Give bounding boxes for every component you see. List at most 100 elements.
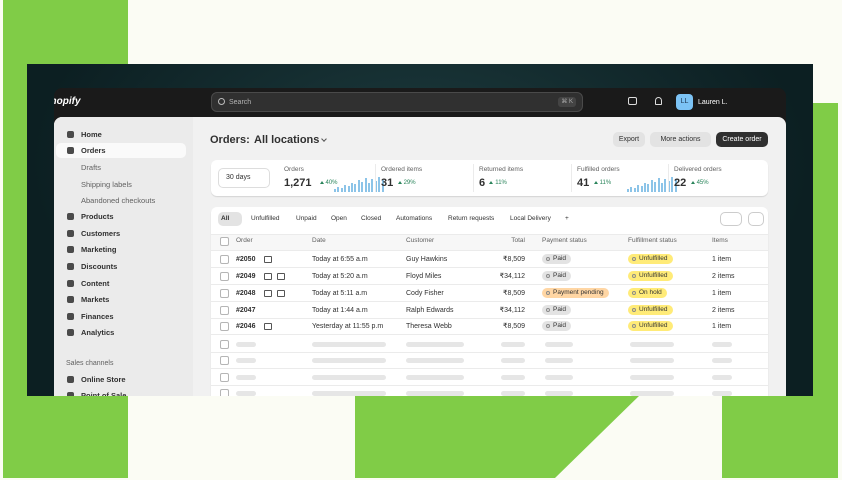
row-divider [211,368,768,369]
search-box[interactable]: Search ⌘ K [211,92,583,112]
nav-item[interactable]: Marketing [81,245,117,254]
divider [571,164,572,192]
skeleton [501,342,525,347]
checkbox[interactable] [220,272,229,281]
skeleton [312,358,386,363]
filter-tab[interactable]: Return requests [448,215,495,222]
sparkline-bar [378,177,381,192]
nav-icon [67,280,74,287]
user-name[interactable]: Lauren L. [698,99,728,106]
cell[interactable]: #2049 [236,273,256,280]
brand: shopify [54,96,81,107]
nav-item[interactable]: Abandoned checkouts [81,196,156,205]
skeleton [630,358,674,363]
channel-item[interactable]: Online Store [81,375,126,384]
store-icon[interactable] [628,97,637,105]
cell[interactable]: #2046 [236,323,256,330]
search-icon [218,98,225,105]
stat-up [593,181,598,184]
sparkline-bar [351,183,353,192]
nav-item[interactable]: Content [81,279,110,288]
page-title: Orders: [210,134,250,146]
nav-item[interactable]: Shipping labels [81,180,132,189]
sparkline-bar [381,180,384,192]
nav-item[interactable]: Finances [81,312,114,321]
channel-item[interactable]: Point of Sale [81,391,127,396]
avatar[interactable]: LL [676,94,693,110]
cell: Today at 5:20 a.m [312,273,368,280]
app-window: shopify Search ⌘ K LL Lauren L. Home Orders Dra… [54,88,786,396]
sparkline-bar [334,189,336,192]
filter-tab[interactable]: + [565,215,569,222]
filter-tab[interactable]: Open [331,215,347,222]
filter-tab[interactable]: Closed [361,215,382,222]
header-button[interactable]: More actions [650,132,711,147]
checkbox[interactable] [220,289,229,298]
note-icon [277,290,285,297]
sparkline-bar [347,186,350,192]
period-select[interactable]: 30 days [218,168,270,188]
stat-up [489,181,494,184]
header-button[interactable]: Create order [716,132,768,147]
cell[interactable]: #2048 [236,290,256,297]
cell: Theresa Webb [406,323,452,330]
fulfillment-badge: Unfulfilled [628,321,673,331]
skeleton [236,342,256,347]
sparkline-bar [671,177,674,192]
sparkline-bar [647,184,650,192]
search-filter-button[interactable] [720,212,742,226]
nav-item[interactable]: Analytics [81,328,115,337]
filter-tab[interactable]: Unfulfilled [251,215,280,222]
nav-item[interactable]: Orders [81,146,106,155]
cell: Today at 6:55 a.m [312,256,368,263]
skeleton [630,391,674,396]
skeleton [501,358,525,363]
sparkline-bar [368,183,370,192]
checkbox[interactable] [220,237,229,246]
skeleton [545,375,573,380]
cell[interactable]: #2050 [236,256,256,263]
checkbox[interactable] [220,322,229,331]
stat-label: Fulfilled orders [577,166,620,173]
column-header: Fulfillment status [628,237,677,244]
column-header[interactable]: Order [236,237,253,244]
cell[interactable]: #2047 [236,307,256,314]
sparkline-bar [371,179,374,192]
checkbox [220,373,229,382]
filter-tab[interactable]: Unpaid [296,215,317,222]
cell: ₹8,509 [503,290,525,297]
checkbox[interactable] [220,306,229,315]
cell: 1 item [712,290,732,297]
nav-icon [67,131,74,138]
sparkline-bar [354,184,357,192]
filter-tab[interactable]: Local Delivery [510,215,551,222]
note-icon [264,256,272,263]
nav-item[interactable]: Customers [81,229,121,238]
column-header: Total [511,237,525,244]
sparkline-bar [633,188,636,192]
checkbox[interactable] [220,255,229,264]
sidebar: Home Orders Drafts Shipping labels Abandoned… [54,117,193,396]
filter-tab[interactable]: Automations [396,215,433,222]
nav-item[interactable]: Markets [81,295,110,304]
nav-item[interactable]: Products [81,212,114,221]
skeleton [630,342,674,347]
cell: 2 items [712,307,735,314]
divider [375,164,376,192]
skeleton [545,391,573,396]
filter-tab[interactable]: All [221,215,230,222]
cell: ₹34,112 [499,307,525,314]
nav-item[interactable]: Drafts [81,163,102,172]
location-select[interactable]: All locations [254,134,320,146]
nav-item[interactable]: Discounts [81,262,118,271]
stat-change: 11% [599,180,612,186]
sort-button[interactable] [748,212,764,226]
section-label: Sales channels [66,360,114,367]
orders-table: All Unfulfilled Unpaid Open Closed Automation… [211,207,768,396]
cell: Cody Fisher [406,290,444,297]
tab-active [218,212,242,226]
note-icon [264,290,272,297]
nav-item[interactable]: Home [81,130,102,139]
header-button[interactable]: Export [613,132,645,147]
bell-icon[interactable] [655,97,662,105]
